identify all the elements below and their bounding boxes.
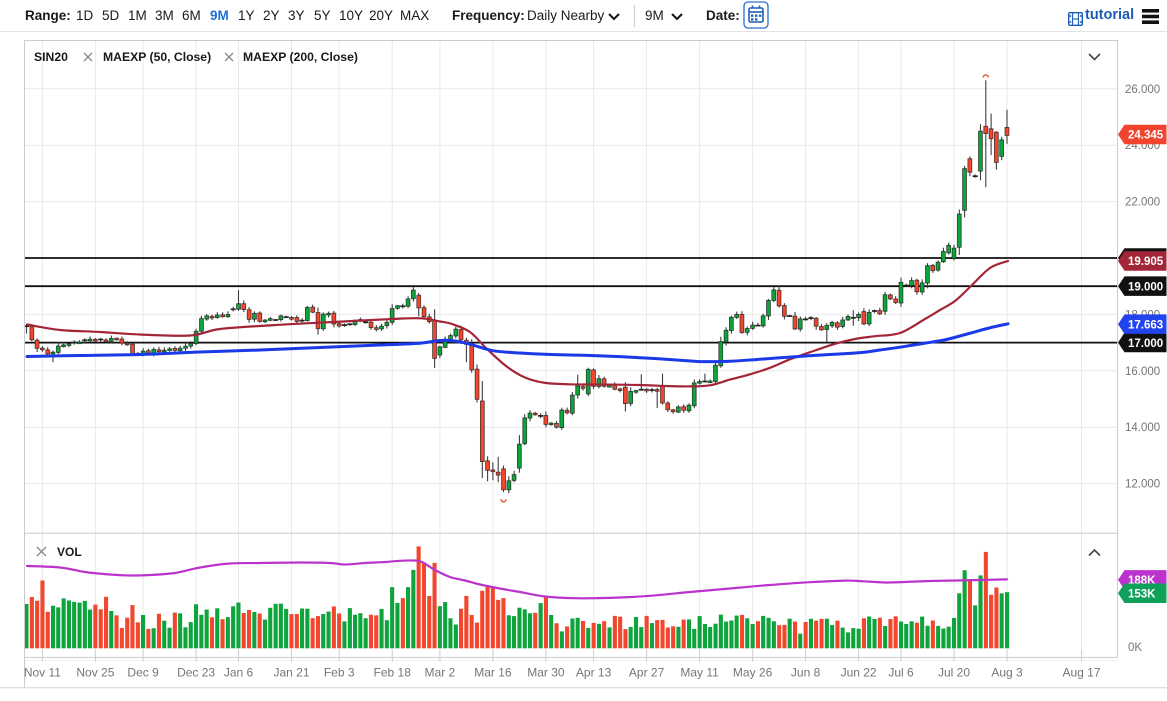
svg-text:16.000: 16.000: [1125, 366, 1160, 378]
svg-text:19.905: 19.905: [1128, 256, 1164, 268]
svg-text:Jun 22: Jun 22: [841, 666, 877, 680]
svg-text:Apr 13: Apr 13: [576, 666, 612, 680]
svg-text:24.345: 24.345: [1128, 130, 1164, 142]
svg-text:MAEXP (200, Close): MAEXP (200, Close): [243, 50, 358, 64]
svg-text:Jul 6: Jul 6: [888, 666, 914, 680]
svg-text:May 11: May 11: [680, 666, 719, 680]
svg-text:Feb 18: Feb 18: [374, 666, 412, 680]
svg-text:Apr 27: Apr 27: [629, 666, 665, 680]
svg-text:VOL: VOL: [57, 545, 82, 559]
svg-text:Mar 16: Mar 16: [474, 666, 512, 680]
svg-text:Jul 20: Jul 20: [938, 666, 970, 680]
svg-text:12.000: 12.000: [1125, 479, 1160, 491]
svg-text:19.000: 19.000: [1128, 281, 1163, 293]
svg-text:SIN20: SIN20: [34, 50, 68, 64]
svg-text:Jan 21: Jan 21: [273, 666, 309, 680]
svg-text:Dec 9: Dec 9: [127, 666, 159, 680]
svg-text:Jun 8: Jun 8: [791, 666, 821, 680]
svg-text:153K: 153K: [1128, 589, 1156, 601]
svg-text:Nov 11: Nov 11: [24, 666, 61, 680]
svg-text:26.000: 26.000: [1125, 84, 1160, 96]
svg-text:22.000: 22.000: [1125, 197, 1160, 209]
svg-text:17.000: 17.000: [1128, 338, 1163, 350]
svg-text:14.000: 14.000: [1125, 422, 1160, 434]
svg-text:Mar 30: Mar 30: [527, 666, 565, 680]
svg-text:0K: 0K: [1128, 642, 1142, 654]
svg-text:Aug 17: Aug 17: [1062, 666, 1100, 680]
svg-text:Jan 6: Jan 6: [224, 666, 254, 680]
svg-text:MAEXP (50, Close): MAEXP (50, Close): [103, 50, 211, 64]
svg-text:Feb 3: Feb 3: [324, 666, 355, 680]
svg-text:17.663: 17.663: [1128, 319, 1163, 331]
svg-text:May 26: May 26: [733, 666, 773, 680]
svg-text:Mar 2: Mar 2: [425, 666, 456, 680]
svg-text:Aug 3: Aug 3: [991, 666, 1023, 680]
svg-text:Dec 23: Dec 23: [177, 666, 215, 680]
svg-text:Nov 25: Nov 25: [76, 666, 114, 680]
